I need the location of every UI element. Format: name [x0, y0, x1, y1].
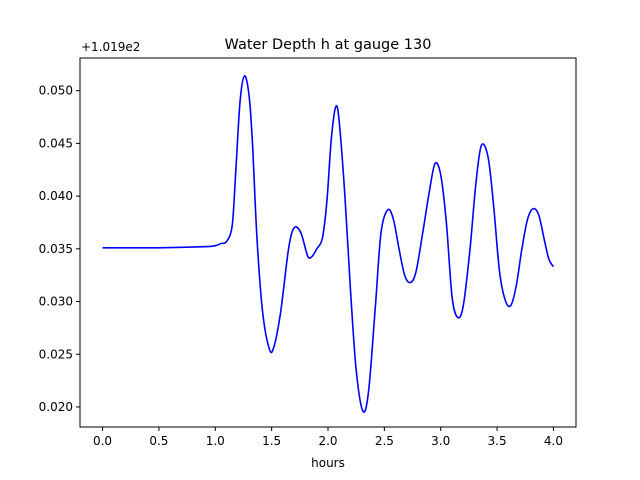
series-layer: [102, 75, 555, 413]
y-axis: 0.020 0.025 0.030 0.035 0.040 0.045 0.050: [39, 84, 80, 414]
y-offset-label: +1.019e2: [81, 40, 140, 54]
x-tick-label: 0.5: [149, 434, 168, 448]
x-tick-label: 4.0: [544, 434, 563, 448]
plot-frame: [79, 57, 577, 428]
x-tick-label: 2.5: [375, 434, 394, 448]
x-tick-label: 2.0: [318, 434, 337, 448]
x-axis: 0.0 0.5 1.0 1.5 2.0 2.5 3.0 3.5 4.0: [93, 427, 563, 448]
x-tick-label: 3.0: [431, 434, 450, 448]
x-tick-label: 0.0: [93, 434, 112, 448]
x-tick-label: 1.0: [206, 434, 225, 448]
x-axis-label: hours: [311, 456, 345, 470]
y-tick-label: 0.050: [39, 84, 73, 98]
y-tick-label: 0.030: [39, 295, 73, 309]
x-tick-label: 3.5: [488, 434, 507, 448]
series-line: [102, 75, 555, 413]
y-tick-label: 0.040: [39, 189, 73, 203]
y-tick-label: 0.020: [39, 400, 73, 414]
y-tick-label: 0.025: [39, 347, 73, 361]
chart-title: Water Depth h at gauge 130: [225, 37, 432, 53]
y-tick-label: 0.045: [39, 136, 73, 150]
y-tick-label: 0.035: [39, 242, 73, 256]
x-tick-label: 1.5: [262, 434, 281, 448]
